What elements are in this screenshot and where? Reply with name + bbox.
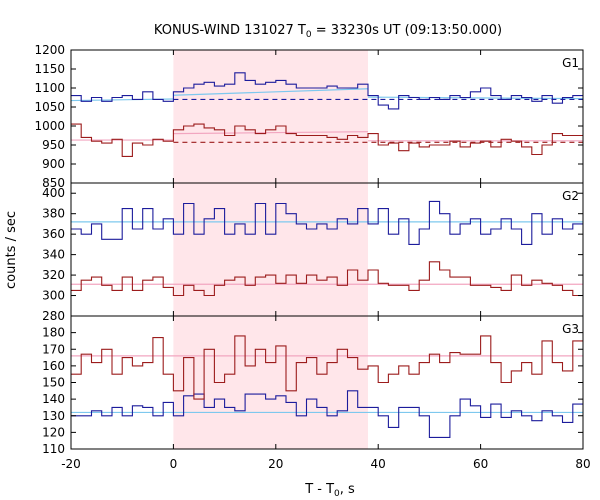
fit-line-pink-1 <box>173 131 368 135</box>
chart-title: KONUS-WIND 131027 T0 = 33230s UT (09:13:… <box>154 23 502 40</box>
y-tick-label: 400 <box>42 186 65 200</box>
series-blue-g1 <box>71 72 583 110</box>
fit-line-light-blue-1 <box>173 88 368 96</box>
x-tick-label: 0 <box>170 457 178 471</box>
y-tick-label: 130 <box>42 409 65 423</box>
highlight-interval <box>173 183 368 316</box>
series-red-g3 <box>71 335 583 400</box>
y-tick-label: 380 <box>42 207 65 221</box>
panels: 85090095010001050110011501200G1280300320… <box>34 43 590 471</box>
series-red-g2 <box>71 261 583 297</box>
y-tick-label: 110 <box>42 442 65 456</box>
y-tick-label: 180 <box>42 326 65 340</box>
panel-label: G1 <box>562 56 579 70</box>
panel-g2: 280 300 320 340 360 380 400 G2 <box>42 182 584 323</box>
series-blue-g3 <box>71 390 583 438</box>
series-blue-g2 <box>71 200 583 245</box>
y-tick-label: 170 <box>42 342 65 356</box>
y-tick-label: 1100 <box>34 81 65 95</box>
y-tick-label: 140 <box>42 392 65 406</box>
y-tick-label: 120 <box>42 425 65 439</box>
y-tick-label: 850 <box>42 176 65 190</box>
y-tick-label: 1200 <box>34 43 65 57</box>
x-axis-label-sub: 0 <box>334 489 340 499</box>
y-tick-label: 1050 <box>34 100 65 114</box>
chart-title-rest: = 33230s UT (09:13:50.000) <box>312 23 502 38</box>
y-tick-label: 360 <box>42 227 65 241</box>
y-tick-label: 300 <box>42 289 65 303</box>
y-tick-label: 160 <box>42 359 65 373</box>
x-tick-label: 20 <box>268 457 283 471</box>
y-tick-label: 320 <box>42 268 65 282</box>
y-tick-label: 950 <box>42 138 65 152</box>
y-tick-label: 1000 <box>34 119 65 133</box>
y-tick-label: 280 <box>42 309 65 323</box>
panel-label: G2 <box>562 189 579 203</box>
fit-line-light-blue-2 <box>367 96 584 100</box>
panel-label: G3 <box>562 322 579 336</box>
x-tick-label: 80 <box>575 457 590 471</box>
panel-g1: 850 900 950 1000 1050 1100 1150 1200 G1 <box>34 43 584 190</box>
x-tick-label: 40 <box>371 457 386 471</box>
y-axis-label: counts / sec <box>4 211 19 289</box>
chart-title-sub: 0 <box>306 30 312 40</box>
y-tick-label: 1150 <box>34 62 65 76</box>
series-red-g1 <box>71 123 583 157</box>
x-tick-label: -20 <box>61 457 81 471</box>
x-axis-label: T - T0, s <box>304 482 355 499</box>
highlight-interval <box>173 50 368 183</box>
x-axis-label-main: T - T <box>304 482 334 497</box>
chart-title-main: KONUS-WIND 131027 T <box>154 23 306 38</box>
panel-g3: 110 120 130 140 150 160 170 180 G3 <box>42 315 584 456</box>
y-tick-label: 340 <box>42 248 65 262</box>
y-tick-label: 900 <box>42 157 65 171</box>
highlight-interval <box>173 316 368 449</box>
x-tick-label: 60 <box>473 457 488 471</box>
x-axis-label-rest: , s <box>340 482 355 497</box>
y-tick-label: 150 <box>42 376 65 390</box>
